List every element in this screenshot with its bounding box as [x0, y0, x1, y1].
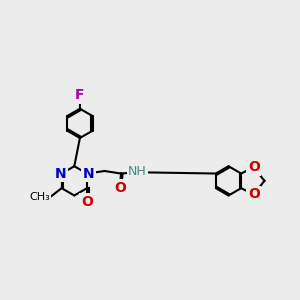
Text: O: O [248, 160, 260, 174]
Text: CH₃: CH₃ [29, 192, 50, 202]
Text: N: N [54, 167, 66, 181]
Text: F: F [75, 88, 85, 102]
Text: O: O [248, 188, 260, 202]
Text: NH: NH [128, 165, 147, 178]
Text: O: O [114, 181, 126, 195]
Text: O: O [81, 195, 93, 209]
Text: N: N [82, 167, 94, 181]
